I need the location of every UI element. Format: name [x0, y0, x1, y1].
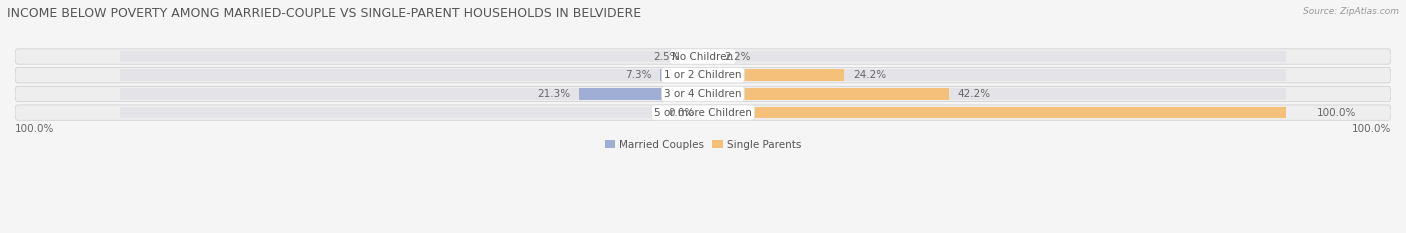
Bar	[703, 51, 716, 62]
Text: 100.0%: 100.0%	[15, 124, 55, 134]
Text: 5 or more Children: 5 or more Children	[654, 108, 752, 118]
Bar	[689, 51, 703, 62]
Bar	[120, 107, 703, 118]
Bar	[703, 69, 844, 81]
Text: Source: ZipAtlas.com: Source: ZipAtlas.com	[1303, 7, 1399, 16]
Bar	[120, 51, 703, 62]
FancyBboxPatch shape	[15, 49, 1391, 64]
Bar	[661, 69, 703, 81]
Text: 100.0%: 100.0%	[1316, 108, 1355, 118]
Text: 100.0%: 100.0%	[1351, 124, 1391, 134]
Text: 2.5%: 2.5%	[654, 51, 679, 62]
Text: 24.2%: 24.2%	[853, 70, 886, 80]
FancyBboxPatch shape	[15, 86, 1391, 102]
Text: 42.2%: 42.2%	[957, 89, 991, 99]
Bar	[703, 107, 1286, 118]
Text: INCOME BELOW POVERTY AMONG MARRIED-COUPLE VS SINGLE-PARENT HOUSEHOLDS IN BELVIDE: INCOME BELOW POVERTY AMONG MARRIED-COUPL…	[7, 7, 641, 20]
Text: 0.0%: 0.0%	[668, 108, 695, 118]
Bar	[703, 88, 949, 100]
FancyBboxPatch shape	[15, 68, 1391, 83]
Bar	[120, 69, 703, 81]
FancyBboxPatch shape	[15, 105, 1391, 120]
Text: 7.3%: 7.3%	[626, 70, 652, 80]
Bar	[120, 88, 703, 100]
Text: 1 or 2 Children: 1 or 2 Children	[664, 70, 742, 80]
Bar	[579, 88, 703, 100]
Legend: Married Couples, Single Parents: Married Couples, Single Parents	[600, 136, 806, 154]
Bar	[703, 51, 1286, 62]
Bar	[703, 88, 1286, 100]
Bar	[703, 107, 1286, 118]
Text: 2.2%: 2.2%	[724, 51, 751, 62]
Text: No Children: No Children	[672, 51, 734, 62]
Bar	[703, 69, 1286, 81]
Text: 3 or 4 Children: 3 or 4 Children	[664, 89, 742, 99]
Text: 21.3%: 21.3%	[537, 89, 569, 99]
